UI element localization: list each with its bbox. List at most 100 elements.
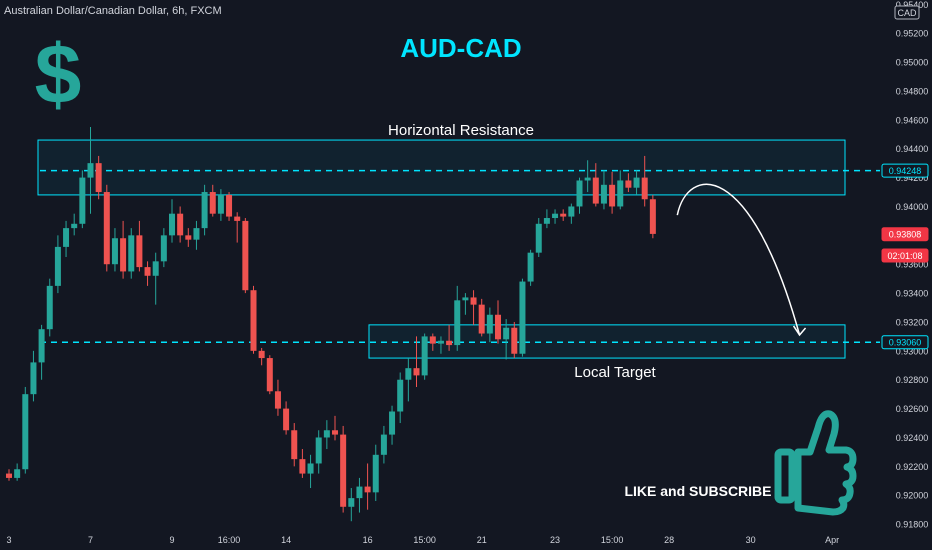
time-axis[interactable]: 3 7 9 16:00 14 16 15:00 21 23 15:00 28 30 Apr — [6, 535, 839, 545]
candle — [462, 293, 469, 315]
projection-layer — [676, 183, 807, 337]
candle-body — [201, 192, 208, 229]
candle — [291, 423, 298, 467]
candle-body — [283, 408, 290, 431]
price-axis[interactable]: 0.95400 0.95200 0.95000 0.94800 0.94600 0.944… — [896, 0, 929, 530]
price-tick-label: 0.92400 — [896, 433, 929, 443]
price-tick-label: 0.92800 — [896, 375, 929, 385]
candle-body — [128, 235, 135, 272]
candle — [584, 160, 591, 193]
price-tick-label: 0.94000 — [896, 202, 929, 212]
candle — [421, 333, 428, 380]
candle — [144, 261, 151, 286]
candle-body — [397, 379, 404, 412]
price-tick-label: 0.94600 — [896, 115, 929, 125]
candle-body — [136, 235, 143, 268]
candle — [519, 278, 526, 357]
candle — [315, 430, 322, 474]
price-marker-label: 0.93808 — [889, 229, 922, 239]
candle-body — [274, 391, 281, 409]
candle-body — [87, 163, 94, 178]
candle-body — [103, 192, 110, 265]
candle — [470, 290, 477, 325]
candle — [429, 333, 436, 351]
candle — [152, 252, 159, 305]
candle-body — [169, 213, 175, 236]
candle-body — [486, 314, 493, 334]
candles-layer — [6, 127, 656, 522]
candle-body — [160, 235, 167, 262]
candle-body — [437, 340, 444, 344]
candle-body — [258, 350, 265, 359]
candle — [356, 477, 363, 513]
price-marker-box — [881, 163, 929, 178]
candle — [283, 401, 290, 435]
price-marker: 0.93808 — [881, 227, 929, 242]
candle-body — [641, 177, 648, 200]
price-tick-label: 0.95200 — [896, 29, 929, 39]
candle — [128, 228, 135, 279]
candle-body — [30, 362, 37, 395]
candle — [454, 285, 461, 351]
candle-body — [185, 235, 192, 240]
candle — [543, 209, 550, 229]
time-tick-label: 15:00 — [413, 535, 436, 545]
candle — [397, 372, 404, 424]
candle — [405, 358, 412, 402]
currency-label: CAD — [897, 8, 917, 18]
candle — [274, 379, 281, 416]
candle-body — [617, 180, 624, 207]
candle — [609, 171, 616, 214]
candle-body — [413, 368, 420, 376]
candle-body — [71, 223, 78, 229]
candle — [323, 420, 330, 450]
price-tick-label: 0.94400 — [896, 144, 929, 154]
candle-body — [266, 358, 273, 392]
candle — [592, 163, 599, 207]
candle — [136, 220, 143, 272]
candle — [332, 415, 338, 441]
candle-body — [299, 459, 306, 474]
chart-title: AUD-CAD — [400, 33, 521, 63]
price-tick-label: 0.94800 — [896, 86, 929, 96]
time-tick-label: 7 — [88, 535, 93, 545]
price-marker-box — [881, 248, 929, 263]
candle-body — [519, 281, 526, 354]
price-tick-label: 0.93200 — [896, 317, 929, 327]
price-marker-label: 0.94248 — [889, 166, 922, 176]
time-tick-label: 30 — [746, 535, 756, 545]
candle — [560, 209, 567, 221]
candle — [340, 425, 347, 513]
candle-body — [14, 469, 21, 478]
candle-body — [462, 297, 469, 301]
candle-body — [527, 252, 534, 282]
candle — [568, 203, 575, 224]
currency-badge[interactable] — [894, 5, 920, 20]
candle-body — [46, 285, 53, 330]
price-tick-label: 0.93600 — [896, 260, 929, 270]
candle — [552, 209, 559, 224]
candle-body — [217, 194, 224, 214]
candle — [633, 170, 640, 195]
price-marker: 0.94248 — [881, 163, 929, 178]
candle-body — [503, 327, 510, 340]
candle — [617, 170, 624, 210]
candle — [527, 249, 534, 286]
time-tick-label: 14 — [281, 535, 291, 545]
candle — [160, 228, 167, 268]
candle — [576, 177, 583, 214]
candle-body — [63, 228, 70, 247]
candle — [6, 469, 12, 481]
candle — [22, 386, 29, 474]
candle — [234, 212, 241, 243]
candle — [71, 213, 78, 236]
symbol-title[interactable]: Australian Dollar/Canadian Dollar, 6h, F… — [4, 5, 222, 17]
candle — [437, 336, 444, 354]
candle — [201, 184, 208, 236]
time-tick-label: 23 — [550, 535, 560, 545]
candle-body — [609, 184, 616, 207]
candle — [511, 321, 518, 359]
candle-body — [38, 329, 45, 363]
time-tick-label: 9 — [169, 535, 174, 545]
